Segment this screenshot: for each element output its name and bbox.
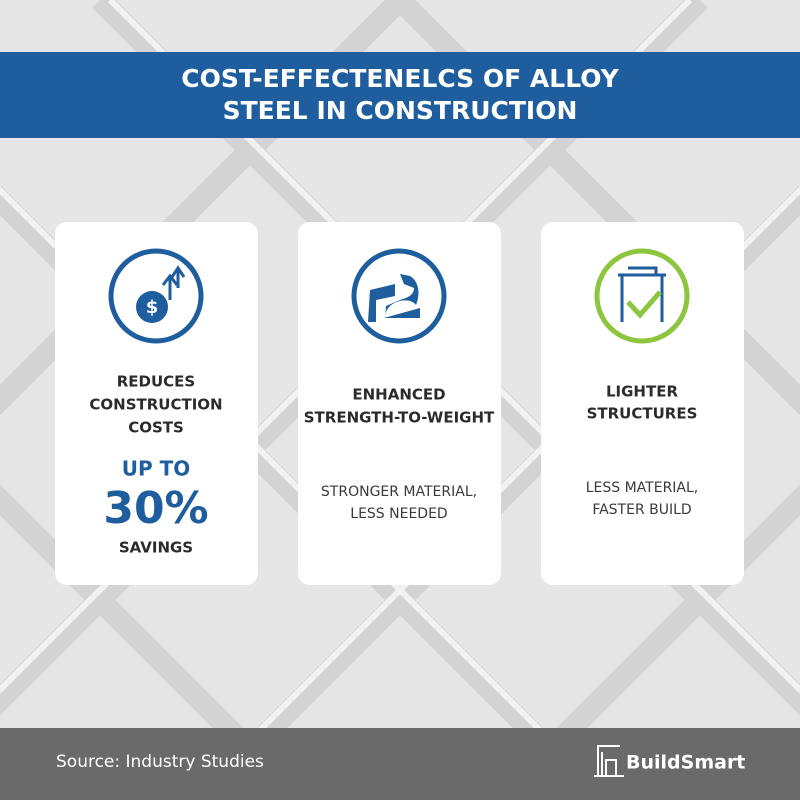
header-band [0, 52, 800, 138]
card-title: COSTS [128, 419, 184, 437]
card: LIGHTER STRUCTURES LESS MATERIAL, FASTER… [541, 222, 744, 585]
card-title: ENHANCED [352, 386, 445, 404]
card-title: REDUCES [117, 373, 196, 391]
highlight-suffix: SAVINGS [119, 539, 193, 557]
card-description: FASTER BUILD [592, 502, 691, 518]
card-title: STRUCTURES [587, 405, 698, 423]
brand-logo [594, 745, 624, 777]
card-title: STRENGTH-TO-WEIGHT [304, 409, 495, 427]
footer-source: Source: Industry Studies [56, 752, 264, 772]
title-line: COST-EFFECTENELCS OF ALLOY [181, 64, 619, 93]
svg-text:$: $ [146, 297, 159, 318]
highlight-figure: 30% [103, 483, 208, 534]
highlight-prefix: UP TO [122, 457, 191, 481]
card-title: CONSTRUCTION [89, 396, 222, 414]
footer-brand: BuildSmart [626, 752, 745, 774]
card-description: LESS NEEDED [350, 506, 447, 522]
card-description: LESS MATERIAL, [586, 480, 699, 496]
card-description: STRONGER MATERIAL, [321, 484, 477, 500]
card-title: LIGHTER [606, 383, 678, 401]
title-line: STEEL IN CONSTRUCTION [223, 96, 578, 125]
card: ENHANCED STRENGTH-TO-WEIGHT STRONGER MAT… [298, 222, 501, 585]
card: $ REDUCES CONSTRUCTION COSTS UP TO 30% S… [55, 222, 258, 585]
footer-band [0, 728, 800, 800]
